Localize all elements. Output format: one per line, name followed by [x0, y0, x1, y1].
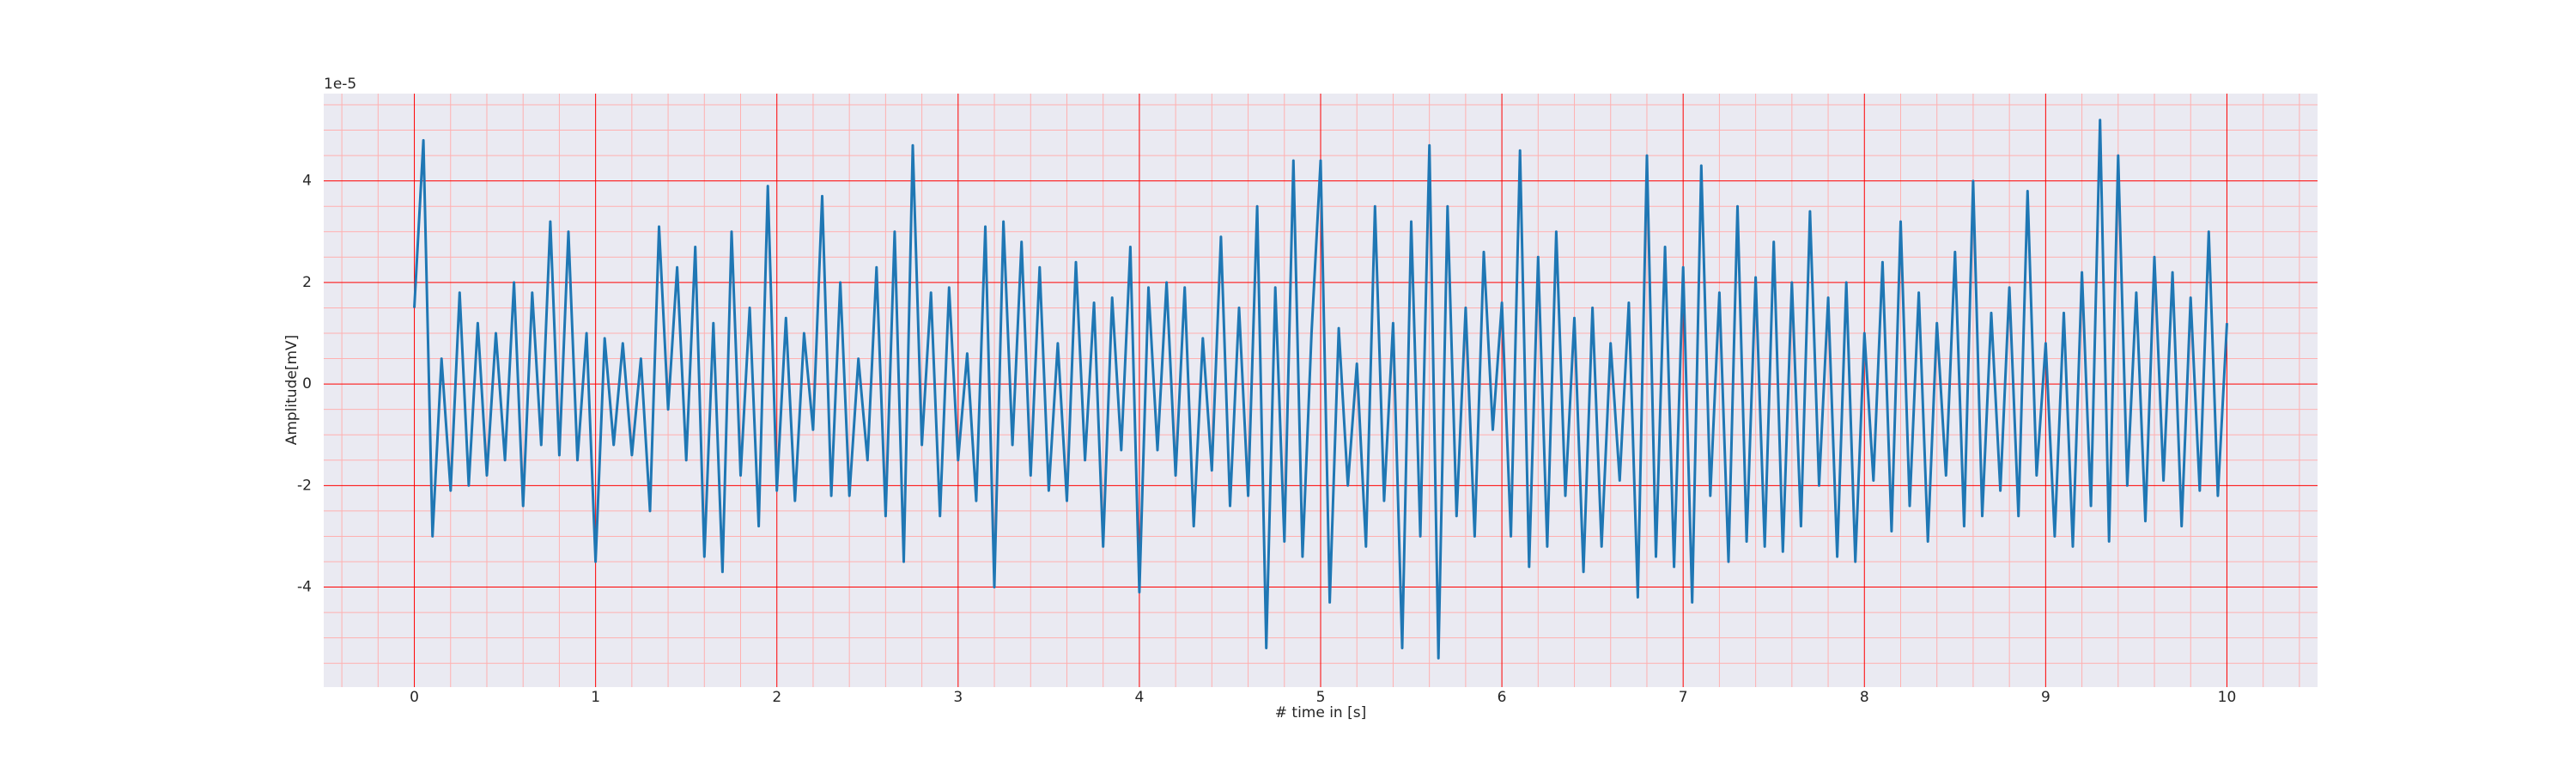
y-tick-label: 2 [302, 274, 312, 291]
y-axis-label: Amplitude[mV] [283, 335, 301, 446]
x-tick-label: 9 [2041, 689, 2050, 706]
y-tick-label: 4 [302, 173, 312, 190]
x-axis-label: # time in [s] [1275, 704, 1366, 721]
x-tick-label: 8 [1860, 689, 1869, 706]
y-tick-label: -4 [297, 579, 312, 596]
x-tick-label: 1 [591, 689, 600, 706]
x-tick-label: 2 [772, 689, 781, 706]
offset-label: 1e-5 [324, 76, 356, 93]
x-tick-label: 5 [1316, 689, 1326, 706]
x-tick-label: 6 [1498, 689, 1507, 706]
y-tick-label: -2 [297, 477, 312, 494]
y-tick-label: 0 [302, 375, 312, 393]
line [413, 119, 2228, 660]
x-tick-label: 7 [1679, 689, 1688, 706]
x-tick-label: 3 [953, 689, 963, 706]
x-tick-label: 0 [410, 689, 419, 706]
x-tick-label: 10 [2218, 689, 2237, 706]
x-tick-label: 4 [1134, 689, 1144, 706]
